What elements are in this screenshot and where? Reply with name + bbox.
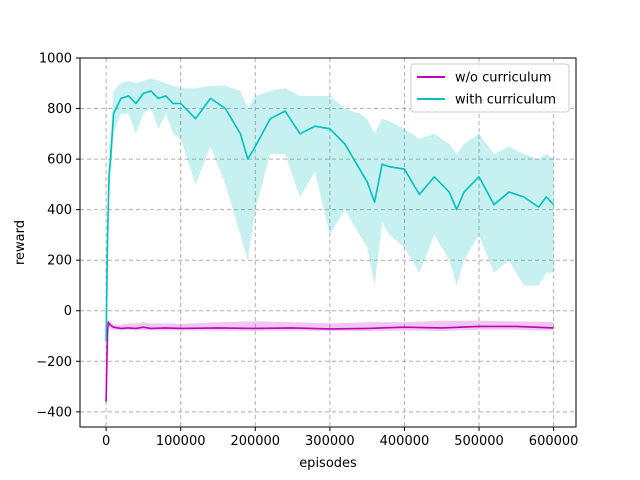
x-tick-label: 200000 — [230, 434, 280, 449]
y-tick-label: 200 — [47, 254, 72, 269]
x-axis-label: episodes — [299, 456, 357, 471]
legend: w/o curriculum with curriculum — [410, 63, 570, 113]
y-tick-label: 400 — [47, 203, 72, 218]
y-tick-label: 1000 — [39, 52, 72, 67]
y-tick-label: 800 — [47, 102, 72, 117]
x-tick-label: 600000 — [529, 434, 579, 449]
legend-label-with-curriculum: with curriculum — [455, 93, 556, 108]
band-with-curriculum — [106, 78, 554, 367]
x-tick-label: 0 — [102, 434, 110, 449]
axis-ticks: 0 100000 200000 300000 400000 500000 600000 −40… — [36, 52, 578, 450]
x-tick-label: 100000 — [156, 434, 206, 449]
y-tick-label: 0 — [64, 304, 72, 319]
series-line-with-curriculum — [105, 90, 555, 342]
series-lines — [105, 90, 555, 402]
x-tick-label: 500000 — [454, 434, 504, 449]
legend-box — [410, 63, 570, 113]
x-tick-label: 400000 — [380, 434, 430, 449]
plot-frame — [79, 57, 577, 428]
x-tick-label: 300000 — [305, 434, 355, 449]
y-axis-label: reward — [13, 220, 28, 265]
y-tick-label: −200 — [36, 355, 72, 370]
series-line-w-o-curriculum — [105, 321, 554, 402]
y-tick-label: 600 — [47, 153, 72, 168]
y-tick-label: −400 — [36, 405, 72, 420]
legend-label-wo-curriculum: w/o curriculum — [455, 71, 551, 86]
